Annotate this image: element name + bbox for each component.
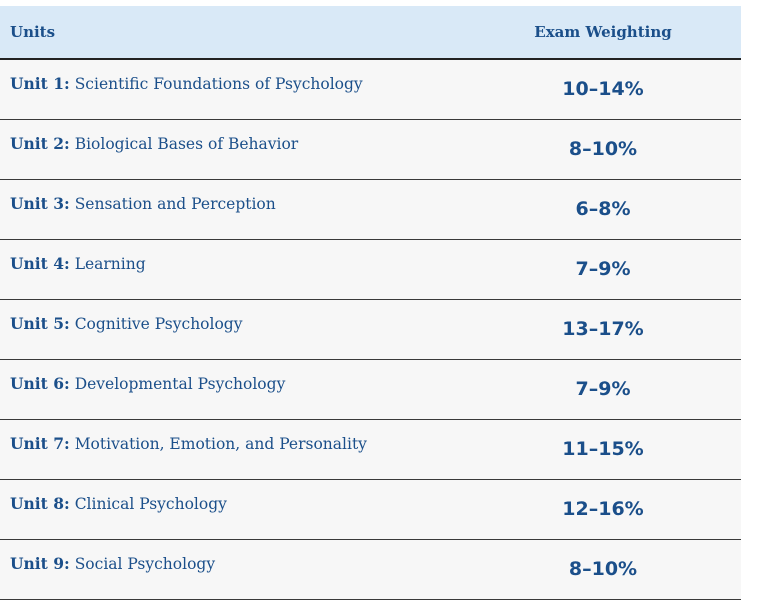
unit-number: Unit 3:: [10, 193, 70, 213]
weighting-cell: 11–15%: [562, 438, 644, 460]
unit-number: Unit 9:: [10, 553, 70, 573]
table-header: Units Exam Weighting: [0, 6, 741, 59]
unit-title: Developmental Psychology: [74, 374, 286, 393]
units-column-header: Units: [10, 23, 56, 41]
table-row: Unit 8: Clinical Psychology 12–16%: [0, 479, 741, 539]
weighting-cell: 7–9%: [575, 258, 631, 280]
unit-number: Unit 2:: [10, 133, 70, 153]
exam-weighting-table-container: Units Exam Weighting Unit 1: Scientific …: [0, 6, 741, 600]
table-row: Unit 9: Social Psychology 8–10%: [0, 539, 741, 599]
weighting-cell: 10–14%: [562, 78, 644, 101]
unit-title: Clinical Psychology: [74, 494, 227, 513]
table-row: Unit 7: Motivation, Emotion, and Persona…: [0, 419, 741, 479]
table-row: Unit 5: Cognitive Psychology 13–17%: [0, 299, 741, 359]
unit-title: Social Psychology: [74, 554, 216, 573]
unit-number: Unit 1:: [10, 73, 70, 93]
weighting-cell: 8–10%: [568, 138, 638, 160]
unit-cell: Unit 1: Scientific Foundations of Psycho…: [0, 59, 505, 119]
unit-number: Unit 5:: [10, 313, 70, 333]
table-row: Unit 2: Biological Bases of Behavior 8–1…: [0, 119, 741, 179]
unit-cell: Unit 3: Sensation and Perception: [0, 179, 505, 239]
unit-cell: Unit 4: Learning: [0, 239, 505, 299]
unit-number: Unit 6:: [10, 373, 70, 393]
unit-title: Biological Bases of Behavior: [74, 134, 299, 153]
exam-weighting-column-header: Exam Weighting: [534, 23, 672, 41]
unit-cell: Unit 9: Social Psychology: [0, 539, 505, 599]
table-body: Unit 1: Scientific Foundations of Psycho…: [0, 59, 741, 599]
unit-cell: Unit 7: Motivation, Emotion, and Persona…: [0, 419, 505, 479]
table-row: Unit 6: Developmental Psychology 7–9%: [0, 359, 741, 419]
exam-weighting-table: Units Exam Weighting Unit 1: Scientific …: [0, 6, 741, 600]
unit-number: Unit 8:: [10, 493, 70, 513]
unit-cell: Unit 6: Developmental Psychology: [0, 359, 505, 419]
unit-title: Sensation and Perception: [74, 194, 276, 213]
unit-title: Cognitive Psychology: [74, 314, 243, 333]
unit-number: Unit 7:: [10, 433, 70, 453]
unit-cell: Unit 5: Cognitive Psychology: [0, 299, 505, 359]
table-row: Unit 3: Sensation and Perception 6–8%: [0, 179, 741, 239]
unit-title: Learning: [74, 254, 146, 273]
table-row: Unit 1: Scientific Foundations of Psycho…: [0, 59, 741, 119]
unit-title: Motivation, Emotion, and Personality: [74, 434, 367, 453]
weighting-cell: 8–10%: [568, 558, 638, 580]
unit-cell: Unit 2: Biological Bases of Behavior: [0, 119, 505, 179]
weighting-cell: 13–17%: [562, 318, 644, 340]
unit-cell: Unit 8: Clinical Psychology: [0, 479, 505, 539]
weighting-cell: 7–9%: [575, 378, 631, 400]
unit-number: Unit 4:: [10, 253, 70, 273]
unit-title: Scientific Foundations of Psychology: [74, 74, 363, 93]
table-row: Unit 4: Learning 7–9%: [0, 239, 741, 299]
weighting-cell: 12–16%: [562, 498, 644, 520]
header-row: Units Exam Weighting: [0, 6, 741, 59]
weighting-cell: 6–8%: [575, 198, 631, 220]
